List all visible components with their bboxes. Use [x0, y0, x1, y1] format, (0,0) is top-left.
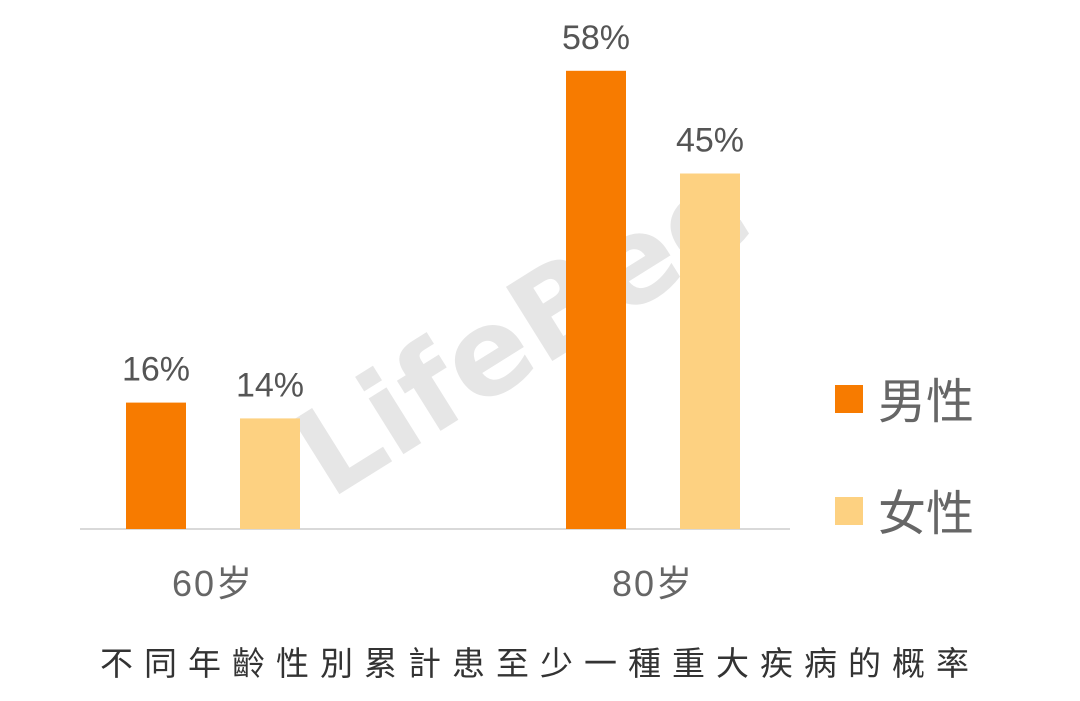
bar-male-80岁 [566, 70, 626, 530]
bar-male-60岁 [126, 402, 186, 529]
legend-swatch-female [835, 497, 863, 525]
data-label: 58% [562, 19, 630, 57]
data-label: 16% [122, 351, 190, 389]
bar-female-80岁 [680, 173, 740, 529]
legend-label-female: 女性 [878, 486, 974, 542]
category-label-60: 60岁 [172, 563, 254, 604]
data-label: 14% [236, 366, 304, 404]
legend-label-male: 男性 [878, 374, 974, 430]
category-label-80: 80岁 [612, 563, 694, 604]
chart-title: 不同年齡性別累計患至少一種重大疾病的概率 [100, 644, 980, 683]
legend-swatch-male [835, 385, 863, 413]
bar-female-60岁 [240, 418, 300, 529]
data-label: 45% [676, 122, 744, 160]
